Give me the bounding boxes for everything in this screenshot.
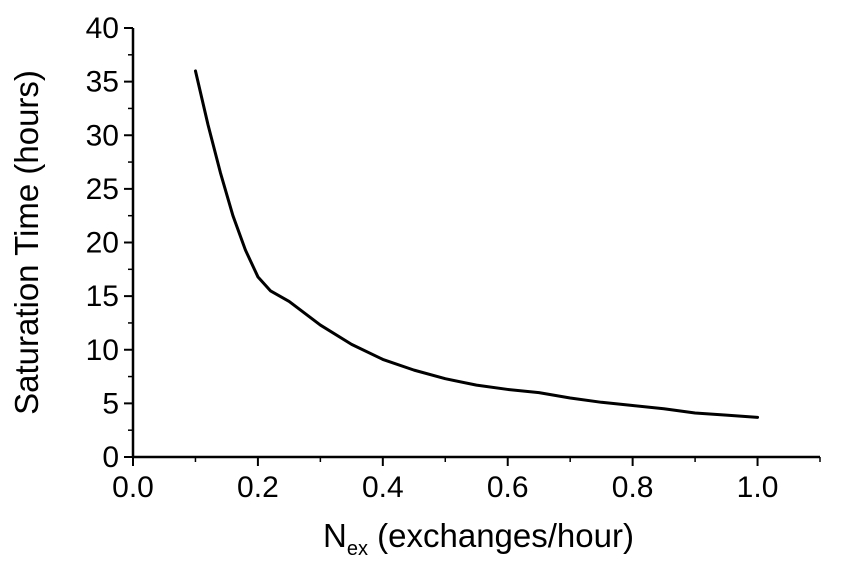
axes — [131, 28, 820, 459]
y-tick-label: 15 — [86, 280, 119, 313]
y-tick-label: 35 — [86, 66, 119, 99]
x-tick-label: 0.8 — [612, 471, 654, 504]
y-tick-label: 30 — [86, 119, 119, 152]
y-tick-label: 20 — [86, 227, 119, 260]
x-axis-title-subscript: ex — [347, 538, 368, 560]
x-axis-title: Nex (exchanges/hour) — [323, 517, 634, 560]
x-tick-label: 0.6 — [487, 471, 529, 504]
x-tick-label: 1.0 — [737, 471, 779, 504]
x-tick-label: 0.4 — [362, 471, 404, 504]
y-tick-label: 40 — [86, 12, 119, 45]
y-tick-label: 5 — [102, 387, 119, 420]
x-axis-title-units: (exchanges/hour) — [368, 517, 634, 554]
series-layer — [193, 69, 760, 419]
y-tick-label: 0 — [102, 441, 119, 474]
y-tick-label: 10 — [86, 334, 119, 367]
x-axis-title-symbol: N — [323, 517, 347, 554]
ticks — [124, 27, 821, 466]
x-tick-label: 0.2 — [237, 471, 279, 504]
tick-labels: 0.0 0.2 0.4 0.6 0.8 1.0 0 5 10 15 20 25 30 35 40 — [86, 12, 779, 504]
x-tick-label: 0.0 — [112, 471, 154, 504]
y-tick-label: 25 — [86, 173, 119, 206]
series-line — [193, 69, 760, 419]
y-axis-title: Saturation Time (hours) — [8, 70, 45, 415]
